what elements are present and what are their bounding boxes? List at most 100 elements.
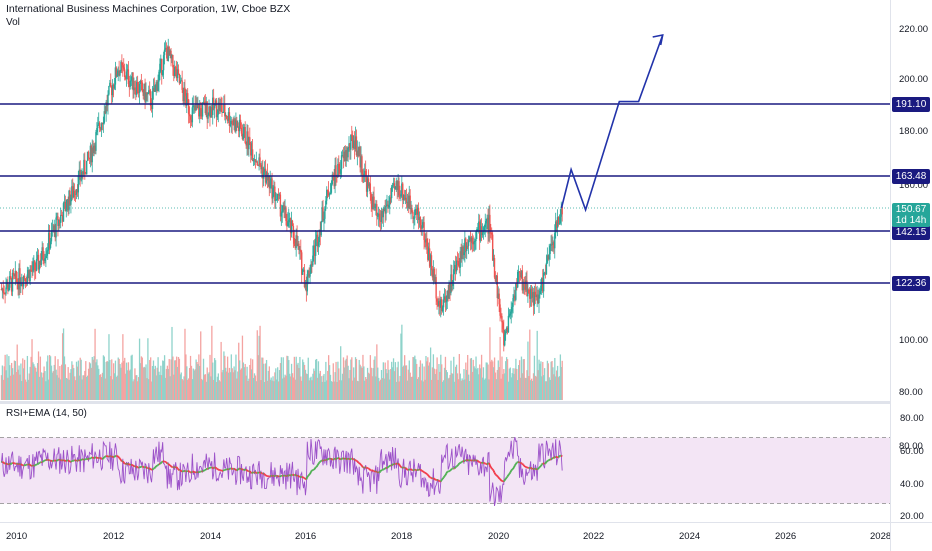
rsi-ema-segment [526, 467, 527, 468]
rsi-ema-segment [446, 472, 447, 474]
rsi-ema-segment [279, 476, 280, 477]
candle-body [50, 241, 51, 248]
rsi-ema-segment [510, 471, 511, 473]
rsi-ema-segment [162, 461, 163, 462]
rsi-ema-segment [3, 462, 4, 463]
candle-body [312, 256, 313, 266]
price-axis[interactable]: 220.00 200.00 180.00 160.00 100.00 80.00… [890, 0, 932, 522]
rsi-ema-segment [361, 465, 362, 466]
rsi-ema-segment [442, 479, 443, 480]
candle-body [519, 271, 520, 272]
rsi-chart-svg[interactable] [0, 404, 890, 522]
rsi-ema-segment [548, 460, 549, 461]
rsi-ema-segment [187, 471, 188, 472]
candle-body [499, 304, 500, 315]
price-chart-svg[interactable] [0, 0, 890, 400]
price-tick: 220.00 [899, 24, 928, 35]
level-label-163: 163.48 [892, 169, 930, 184]
candle-body [327, 190, 328, 191]
candle-body [292, 221, 293, 226]
rsi-ema-segment [120, 459, 121, 460]
candle-body [124, 69, 125, 77]
rsi-ema-segment [367, 468, 368, 469]
candle-body [274, 187, 275, 201]
rsi-ema-segment [53, 460, 54, 461]
rsi-ema-segment [498, 477, 499, 478]
price-tick: 80.00 [899, 387, 923, 398]
candle-body [217, 115, 218, 118]
candle-body [472, 238, 473, 244]
rsi-ema-segment [180, 470, 181, 471]
rsi-ema-segment [458, 463, 459, 464]
rsi-ema-segment [118, 457, 119, 458]
rsi-ema-segment [478, 461, 479, 462]
candle-body [132, 72, 133, 90]
rsi-ema-segment [537, 469, 538, 470]
candle-body [383, 211, 384, 217]
rsi-ema-segment [217, 469, 218, 470]
rsi-ema-segment [191, 472, 192, 473]
candle-body [253, 160, 254, 161]
rsi-ema-segment [495, 474, 496, 475]
candle-body [436, 298, 437, 301]
rsi-ema-segment [36, 464, 37, 465]
rsi-ema-segment [507, 475, 508, 476]
price-chart-pane[interactable] [0, 0, 890, 400]
candle-body [535, 292, 536, 296]
rsi-ema-segment [487, 464, 488, 465]
rsi-ema-segment [490, 465, 491, 467]
candle-body [141, 81, 142, 83]
candle-body [335, 165, 336, 176]
candle-body [445, 296, 446, 302]
candle-body [373, 197, 374, 208]
candle-body [222, 112, 223, 113]
rsi-ema-segment [360, 464, 361, 465]
candle-body [285, 207, 286, 221]
candle-body [51, 230, 52, 241]
rsi-ema-segment [501, 480, 502, 481]
time-axis[interactable]: 2010 2012 2014 2016 2018 2020 2022 2024 … [0, 522, 890, 551]
rsi-ema-segment [450, 470, 451, 471]
candle-body [224, 104, 225, 116]
rsi-ema-segment [399, 464, 400, 465]
rsi-ema-segment [160, 463, 161, 464]
rsi-ema-segment [406, 469, 407, 470]
candle-body [485, 221, 486, 223]
rsi-ema-segment [459, 463, 460, 464]
rsi-ema-segment [456, 466, 457, 467]
candle-body [229, 112, 230, 126]
time-tick: 2014 [200, 531, 221, 542]
candle-body [152, 91, 153, 109]
candle-body [467, 246, 468, 247]
candle-body [376, 204, 377, 216]
price-tick: 180.00 [899, 126, 928, 137]
candle-body [44, 258, 45, 261]
candle-body [32, 262, 33, 271]
candle-body [546, 263, 547, 275]
rsi-pane[interactable] [0, 404, 890, 522]
candle-body [164, 50, 165, 55]
candle-body [16, 271, 17, 279]
rsi-ema-segment [512, 469, 513, 470]
rsi-ema-segment [6, 463, 7, 464]
candle-body [422, 225, 423, 228]
candle-body [84, 160, 85, 173]
candle-body [259, 157, 260, 165]
candle-body [456, 261, 457, 272]
candle-body [34, 261, 35, 270]
rsi-ema-segment [150, 468, 151, 469]
rsi-ema-segment [559, 456, 560, 457]
rsi-ema-segment [373, 471, 374, 472]
rsi-ema-segment [514, 465, 515, 467]
projection-arrow-head [653, 35, 663, 45]
rsi-ema-segment [235, 469, 236, 470]
candle-body [270, 181, 271, 189]
candle-body [88, 152, 89, 158]
current-price-value: 150.67 [892, 204, 930, 215]
time-tick: 2018 [391, 531, 412, 542]
rsi-ema-segment [102, 458, 103, 459]
rsi-ema-segment [323, 460, 324, 461]
rsi-tick: 80.00 [899, 441, 923, 452]
rsi-ema-segment [317, 465, 318, 466]
rsi-ema-segment [392, 464, 393, 465]
